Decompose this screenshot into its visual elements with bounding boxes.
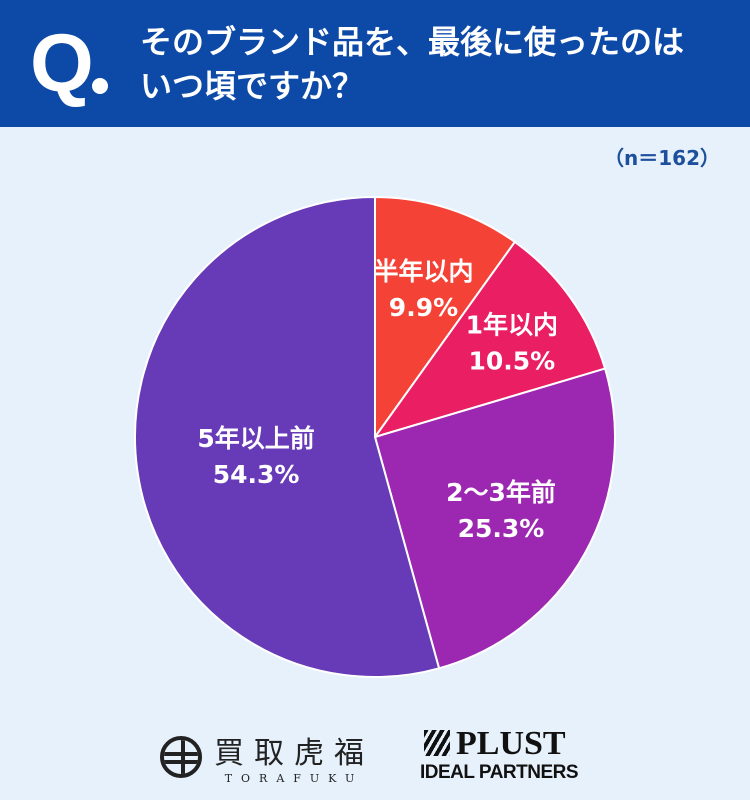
question-title: そのブランド品を、最後に使ったのは いつ頃ですか？ <box>140 20 740 108</box>
slice-value-label: 9.9% <box>389 293 458 322</box>
slice-category-label: 1年以内 <box>466 311 558 340</box>
question-header: Q そのブランド品を、最後に使ったのは いつ頃ですか？ <box>0 0 750 127</box>
sample-size: （n＝162） <box>604 146 720 170</box>
plust-main: PLUST <box>420 726 578 762</box>
q-mark: Q <box>30 18 94 109</box>
slice-category-label: 5年以上前 <box>197 424 314 453</box>
torafuku-mark-icon <box>160 735 202 778</box>
title-line-2: いつ頃ですか？ <box>140 67 365 105</box>
title-line-1: そのブランド品を、最後に使ったのは <box>140 23 685 61</box>
plust-logo: PLUST IDEAL PARTNERS <box>420 726 579 784</box>
slice-category-label: 半年以内 <box>373 257 473 286</box>
plust-sub: IDEAL PARTNERS <box>420 762 579 783</box>
torafuku-logo: 買取虎福 TORAFUKU <box>160 728 374 785</box>
pie-slice <box>373 367 616 670</box>
pie-slice <box>374 195 517 441</box>
slice-category-label: 2〜3年前 <box>446 478 556 507</box>
q-dot <box>92 78 108 94</box>
pie-slice <box>134 195 441 678</box>
slice-value-label: 10.5% <box>468 347 555 376</box>
pie-slice <box>372 240 607 439</box>
torafuku-en: TORAFUKU <box>224 772 364 785</box>
slice-value-label: 54.3% <box>213 460 300 489</box>
torafuku-jp: 買取虎福 <box>214 736 374 771</box>
slice-value-label: 25.3% <box>458 514 545 543</box>
